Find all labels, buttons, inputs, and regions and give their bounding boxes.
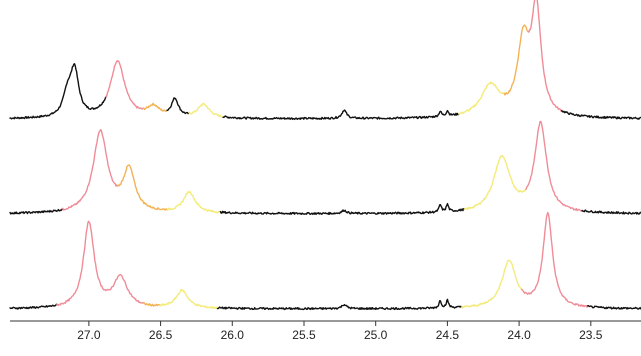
spectrum-2-segment-2 (61, 129, 119, 211)
spectrum-2-segment-1 (9, 207, 64, 215)
spectrum-2-segment-5 (219, 202, 466, 216)
x-tick-label: 23.5 (579, 328, 603, 342)
spectrum-1-segment-4 (166, 97, 191, 115)
spectrum-1-segment-9 (528, 0, 564, 113)
x-tick-label: 27.0 (77, 328, 101, 342)
spectrum-1-segment-3 (142, 102, 169, 113)
spectra-traces (9, 0, 641, 311)
spectrum-3-segment-8 (587, 305, 641, 310)
spectrum-1-segment-2 (105, 60, 145, 110)
spectrum-1-segment-1 (9, 63, 108, 120)
x-tick-label: 26.0 (221, 328, 245, 342)
spectrum-2-segment-3 (116, 164, 169, 211)
spectrum-1-segment-5 (188, 102, 225, 119)
x-tick-label: 25.0 (364, 328, 388, 342)
x-tick-label: 24.5 (436, 328, 460, 342)
spectrum-3-segment-6 (460, 259, 524, 309)
spectrum-1-segment-6 (222, 109, 461, 121)
x-tick-label: 25.5 (292, 328, 316, 342)
spectrum-2-segment-4 (166, 190, 222, 214)
spectrum-3-segment-2 (56, 220, 145, 307)
spectrum-1-segment-10 (561, 109, 641, 120)
spectrum-3-segment-3 (142, 302, 162, 307)
x-axis-ticks: 27.0 26.5 26.0 25.5 25.0 24.5 24.0 23.5 (77, 321, 603, 342)
spectrum-3-segment-5 (216, 298, 463, 311)
spectrum-3-segment-1 (9, 303, 59, 310)
spectrum-2-segment-6 (463, 154, 528, 211)
spectrum-1-segment-7 (458, 81, 506, 116)
spectrum-1-segment-8 (503, 24, 531, 96)
x-tick-label: 24.0 (507, 328, 531, 342)
spectrum-3-segment-7 (521, 211, 590, 308)
spectrum-2-segment-7 (525, 120, 584, 213)
x-tick-label: 26.5 (149, 328, 173, 342)
spectrum-2-segment-8 (581, 209, 641, 215)
spectrum-3-segment-4 (159, 289, 219, 310)
